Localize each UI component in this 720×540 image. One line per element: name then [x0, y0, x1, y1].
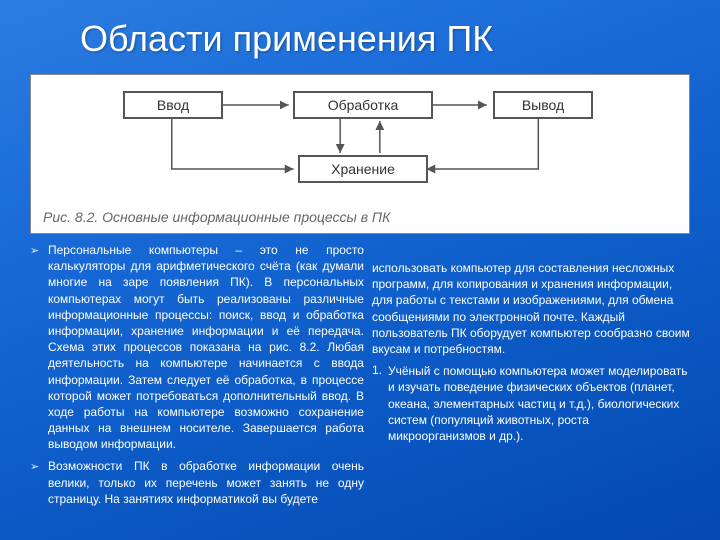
diagram-box-output: Вывод: [493, 91, 593, 119]
bullet-text: Возможности ПК в обработке информации оч…: [48, 458, 364, 507]
left-column: ➢ Персональные компьютеры – это не прост…: [30, 242, 364, 513]
numbered-marker: 1.: [372, 363, 388, 377]
bullet-marker-icon: ➢: [30, 458, 48, 473]
slide-root: Области применения ПК Ввод Обработка Выв…: [0, 0, 720, 540]
numbered-text: Учёный с помощью компьютера может модели…: [388, 363, 690, 444]
diagram-area: Ввод Обработка Вывод Хранение: [43, 85, 677, 205]
diagram-box-process: Обработка: [293, 91, 433, 119]
diagram-caption: Рис. 8.2. Основные информационные процес…: [43, 205, 677, 225]
diagram-box-storage: Хранение: [298, 155, 428, 183]
right-column: использовать компьютер для составления н…: [372, 242, 690, 513]
numbered-item: 1. Учёный с помощью компьютера может мод…: [372, 363, 690, 444]
slide-title: Области применения ПК: [80, 18, 690, 60]
bullet-marker-icon: ➢: [30, 242, 48, 257]
bullet-item: ➢ Возможности ПК в обработке информации …: [30, 458, 364, 507]
bullet-item: ➢ Персональные компьютеры – это не прост…: [30, 242, 364, 452]
diagram-panel: Ввод Обработка Вывод Хранение Рис. 8.2. …: [30, 74, 690, 234]
bullet-text: Персональные компьютеры – это не просто …: [48, 242, 364, 452]
diagram-box-input: Ввод: [123, 91, 223, 119]
body-columns: ➢ Персональные компьютеры – это не прост…: [30, 242, 690, 513]
right-intro-text: использовать компьютер для составления н…: [372, 260, 690, 357]
